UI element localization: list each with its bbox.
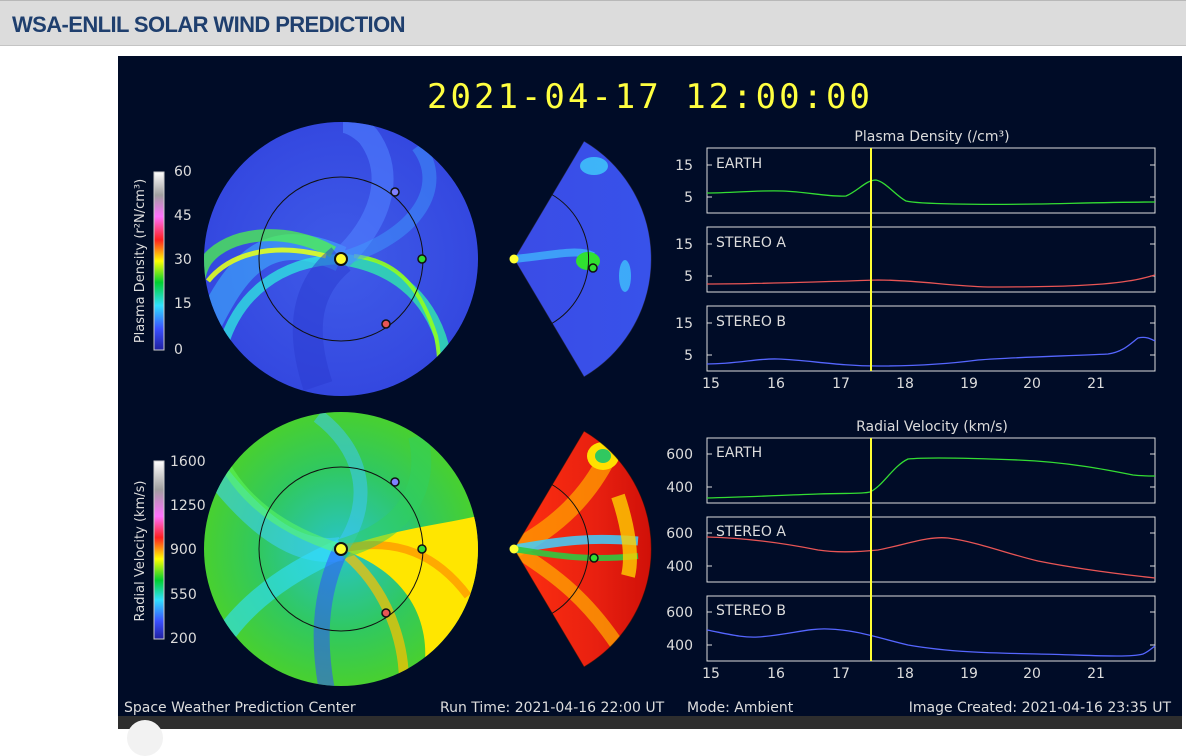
velocity-colorbar: Radial Velocity (km/s) 1600 1250 900 550… [133, 454, 206, 647]
velocity-stereo-b-panel: STEREO B 600 400 [666, 595, 1156, 662]
x-tick: 20 [1023, 376, 1041, 392]
panel-spacecraft-label: STEREO A [716, 524, 786, 540]
footer-center: Space Weather Prediction Center [124, 700, 356, 716]
velocity-tick: 1250 [170, 498, 206, 514]
x-tick: 15 [702, 376, 720, 392]
density-stereo-a-panel: STEREO A 15 5 [675, 226, 1156, 293]
density-x-axis: 15 16 17 18 19 20 21 [702, 376, 1105, 392]
panel-spacecraft-label: STEREO B [716, 314, 786, 330]
y-tick: 15 [675, 316, 693, 332]
page-header: WSA-ENLIL SOLAR WIND PREDICTION [0, 0, 1186, 46]
density-colorbar-label: Plasma Density (r²N/cm³) [133, 179, 148, 343]
velocity-panel-title: Radial Velocity (km/s) [856, 419, 1008, 435]
y-tick: 400 [666, 480, 693, 496]
density-stereo-b-panel: STEREO B 15 5 [675, 305, 1156, 372]
velocity-tick: 200 [170, 631, 197, 647]
y-tick: 5 [684, 348, 693, 364]
y-tick: 600 [666, 605, 693, 621]
velocity-tick: 900 [170, 542, 197, 558]
density-tick: 15 [174, 296, 192, 312]
y-tick: 15 [675, 237, 693, 253]
x-tick: 19 [960, 376, 978, 392]
y-tick: 600 [666, 447, 693, 463]
density-earth-panel: EARTH 15 5 [675, 147, 1156, 214]
y-tick: 600 [666, 526, 693, 542]
x-tick: 17 [832, 376, 850, 392]
play-circle-icon[interactable] [127, 720, 163, 756]
y-tick: 400 [666, 559, 693, 575]
velocity-tick: 1600 [170, 454, 206, 470]
density-tick: 60 [174, 164, 192, 180]
media-controls-bar [118, 716, 1182, 729]
density-tick: 30 [174, 252, 192, 268]
x-tick: 16 [767, 666, 785, 682]
y-tick: 5 [684, 269, 693, 285]
footer-image-created: Image Created: 2021-04-16 23:35 UT [909, 700, 1172, 716]
velocity-ecliptic-map [204, 412, 478, 686]
panel-spacecraft-label: EARTH [716, 445, 762, 461]
velocity-earth-panel: EARTH 600 400 [666, 437, 1156, 504]
velocity-colorbar-label: Radial Velocity (km/s) [133, 481, 148, 622]
density-tick: 45 [174, 208, 192, 224]
footer-run-time: Run Time: 2021-04-16 22:00 UT [440, 700, 665, 716]
velocity-stereo-a-panel: STEREO A 600 400 [666, 516, 1156, 583]
x-tick: 20 [1023, 666, 1041, 682]
x-tick: 18 [896, 666, 914, 682]
velocity-ecliptic-markers [334, 477, 427, 618]
x-tick: 17 [832, 666, 850, 682]
density-panel-title: Plasma Density (/cm³) [854, 129, 1009, 145]
velocity-meridional-map [509, 430, 652, 668]
x-tick: 19 [960, 666, 978, 682]
y-tick: 15 [675, 158, 693, 174]
density-tick: 0 [174, 342, 183, 358]
density-ecliptic-markers [334, 187, 427, 329]
timestamp: 2021-04-17 12:00:00 [427, 77, 873, 117]
x-tick: 15 [702, 666, 720, 682]
panel-spacecraft-label: EARTH [716, 156, 762, 172]
panel-spacecraft-label: STEREO A [716, 235, 786, 251]
y-tick: 400 [666, 638, 693, 654]
page-title: WSA-ENLIL SOLAR WIND PREDICTION [12, 12, 405, 37]
velocity-tick: 550 [170, 587, 197, 603]
y-tick: 5 [684, 190, 693, 206]
panel-spacecraft-label: STEREO B [716, 603, 786, 619]
velocity-x-axis: 15 16 17 18 19 20 21 [702, 666, 1105, 682]
footer-mode: Mode: Ambient [687, 700, 794, 716]
x-tick: 21 [1087, 376, 1105, 392]
x-tick: 21 [1087, 666, 1105, 682]
density-colorbar: Plasma Density (r²N/cm³) 60 45 30 15 0 [133, 164, 192, 358]
enlil-animation-frame[interactable]: 2021-04-17 12:00:00 Plasma Density (r²N/… [118, 56, 1182, 729]
x-tick: 18 [896, 376, 914, 392]
density-meridional-map [509, 140, 652, 378]
x-tick: 16 [767, 376, 785, 392]
